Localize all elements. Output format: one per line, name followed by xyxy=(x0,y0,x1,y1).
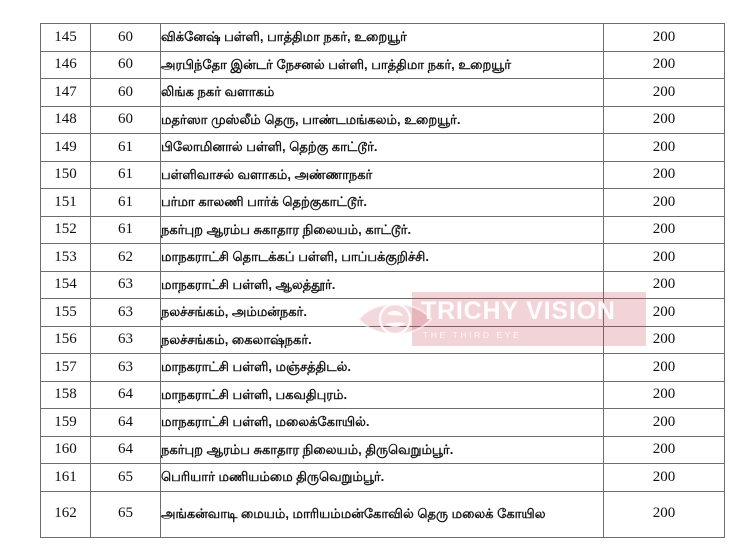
cell-amount: 200 xyxy=(603,215,725,244)
cell-amount: 200 xyxy=(603,463,725,492)
table-row: 151 61 பர்மா காலணி பார்க் தெற்குகாட்டூர். 2… xyxy=(40,188,725,217)
cell-amount: 200 xyxy=(603,490,725,538)
cell-location-name: நகர்புற ஆரம்ப சுகாதார நிலையம், திருவெறும… xyxy=(160,435,604,464)
cell-location-name: மாநகராட்சி தொடக்கப் பள்ளி, பாப்பக்குறிச்… xyxy=(160,243,604,272)
cell-amount: 200 xyxy=(603,50,725,79)
table-row: 147 60 லிங்க நகர் வளாகம் 200 xyxy=(40,78,725,107)
cell-ward-number: 60 xyxy=(90,78,161,107)
cell-location-name: மதர்ஸா முஸ்லீம் தெரு, பாண்டமங்கலம், உறைய… xyxy=(160,105,604,134)
cell-location-name: பெரியார் மணியம்மை திருவெறும்பூர். xyxy=(160,463,604,492)
table-row: 157 63 மாநகராட்சி பள்ளி, மஞ்சத்திடல். 200 xyxy=(40,353,725,382)
table-row: 149 61 பிலோமினால் பள்ளி, தெற்கு காட்டூர். 2… xyxy=(40,133,725,162)
cell-ward-number: 60 xyxy=(90,105,161,134)
cell-amount: 200 xyxy=(603,270,725,299)
cell-amount: 200 xyxy=(603,160,725,189)
ledger-table-body: 145 60 விக்னேஷ் பள்ளி, பாத்திமா நகர், உறைய… xyxy=(40,23,725,538)
table-row: 160 64 நகர்புற ஆரம்ப சுகாதார நிலையம், திரு… xyxy=(40,435,725,464)
cell-serial-number: 160 xyxy=(40,435,91,464)
cell-serial-number: 145 xyxy=(40,23,91,52)
cell-ward-number: 61 xyxy=(90,188,161,217)
cell-location-name: நலச்சங்கம், கைலாஷ்நகர். xyxy=(160,325,604,354)
cell-ward-number: 63 xyxy=(90,270,161,299)
cell-ward-number: 64 xyxy=(90,380,161,409)
cell-ward-number: 64 xyxy=(90,408,161,437)
cell-ward-number: 64 xyxy=(90,435,161,464)
cell-location-name: பள்ளிவாசல் வளாகம், அண்ணாநகர் xyxy=(160,160,604,189)
cell-ward-number: 63 xyxy=(90,353,161,382)
cell-serial-number: 161 xyxy=(40,463,91,492)
cell-amount: 200 xyxy=(603,188,725,217)
cell-location-name: பர்மா காலணி பார்க் தெற்குகாட்டூர். xyxy=(160,188,604,217)
cell-serial-number: 148 xyxy=(40,105,91,134)
cell-serial-number: 158 xyxy=(40,380,91,409)
table-row: 162 65 அங்கன்வாடி மையம், மாரியம்மன்கோவில் … xyxy=(40,490,725,538)
cell-serial-number: 152 xyxy=(40,215,91,244)
table-row: 152 61 நகர்புற ஆரம்ப சுகாதார நிலையம், காட்… xyxy=(40,215,725,244)
cell-ward-number: 60 xyxy=(90,23,161,52)
cell-amount: 200 xyxy=(603,435,725,464)
cell-serial-number: 154 xyxy=(40,270,91,299)
cell-serial-number: 156 xyxy=(40,325,91,354)
cell-amount: 200 xyxy=(603,78,725,107)
table-row: 148 60 மதர்ஸா முஸ்லீம் தெரு, பாண்டமங்கலம்,… xyxy=(40,105,725,134)
cell-amount: 200 xyxy=(603,408,725,437)
cell-amount: 200 xyxy=(603,133,725,162)
cell-ward-number: 60 xyxy=(90,50,161,79)
cell-location-name: மாநகராட்சி பள்ளி, ஆலத்தூர். xyxy=(160,270,604,299)
cell-location-name: அங்கன்வாடி மையம், மாரியம்மன்கோவில் தெரு … xyxy=(160,490,604,538)
cell-location-name: நகர்புற ஆரம்ப சுகாதார நிலையம், காட்டூர். xyxy=(160,215,604,244)
cell-serial-number: 157 xyxy=(40,353,91,382)
cell-serial-number: 155 xyxy=(40,298,91,327)
cell-serial-number: 147 xyxy=(40,78,91,107)
cell-amount: 200 xyxy=(603,325,725,354)
cell-ward-number: 61 xyxy=(90,133,161,162)
ledger-table: 145 60 விக்னேஷ் பள்ளி, பாத்திமா நகர், உறைய… xyxy=(40,23,725,538)
cell-serial-number: 153 xyxy=(40,243,91,272)
cell-amount: 200 xyxy=(603,23,725,52)
cell-amount: 200 xyxy=(603,353,725,382)
cell-location-name: மாநகராட்சி பள்ளி, மஞ்சத்திடல். xyxy=(160,353,604,382)
cell-ward-number: 61 xyxy=(90,215,161,244)
cell-serial-number: 151 xyxy=(40,188,91,217)
table-row: 159 64 மாநகராட்சி பள்ளி, மலைக்கோயில். 200 xyxy=(40,408,725,437)
cell-serial-number: 146 xyxy=(40,50,91,79)
cell-amount: 200 xyxy=(603,380,725,409)
table-row: 155 63 நலச்சங்கம், அம்மன்நகர். 200 xyxy=(40,298,725,327)
table-row: 146 60 அரபிந்தோ இன்டர் நேசனல் பள்ளி, பாத்த… xyxy=(40,50,725,79)
table-row: 158 64 மாநகராட்சி பள்ளி, பகவதிபுரம். 200 xyxy=(40,380,725,409)
cell-serial-number: 150 xyxy=(40,160,91,189)
cell-location-name: அரபிந்தோ இன்டர் நேசனல் பள்ளி, பாத்திமா ந… xyxy=(160,50,604,79)
table-row: 153 62 மாநகராட்சி தொடக்கப் பள்ளி, பாப்பக்க… xyxy=(40,243,725,272)
cell-serial-number: 149 xyxy=(40,133,91,162)
cell-amount: 200 xyxy=(603,243,725,272)
cell-location-name: நலச்சங்கம், அம்மன்நகர். xyxy=(160,298,604,327)
cell-location-name: பிலோமினால் பள்ளி, தெற்கு காட்டூர். xyxy=(160,133,604,162)
cell-ward-number: 65 xyxy=(90,490,161,538)
cell-location-name: விக்னேஷ் பள்ளி, பாத்திமா நகர், உறையூர் xyxy=(160,23,604,52)
cell-ward-number: 63 xyxy=(90,325,161,354)
table-row: 150 61 பள்ளிவாசல் வளாகம், அண்ணாநகர் 200 xyxy=(40,160,725,189)
cell-ward-number: 62 xyxy=(90,243,161,272)
cell-serial-number: 162 xyxy=(40,490,91,538)
cell-ward-number: 65 xyxy=(90,463,161,492)
cell-location-name: மாநகராட்சி பள்ளி, பகவதிபுரம். xyxy=(160,380,604,409)
cell-ward-number: 61 xyxy=(90,160,161,189)
cell-amount: 200 xyxy=(603,298,725,327)
cell-amount: 200 xyxy=(603,105,725,134)
table-row: 161 65 பெரியார் மணியம்மை திருவெறும்பூர். 20… xyxy=(40,463,725,492)
cell-serial-number: 159 xyxy=(40,408,91,437)
cell-location-name: லிங்க நகர் வளாகம் xyxy=(160,78,604,107)
table-row: 145 60 விக்னேஷ் பள்ளி, பாத்திமா நகர், உறைய… xyxy=(40,23,725,52)
cell-location-name: மாநகராட்சி பள்ளி, மலைக்கோயில். xyxy=(160,408,604,437)
ledger-table-container: 145 60 விக்னேஷ் பள்ளி, பாத்திமா நகர், உறைய… xyxy=(40,23,725,538)
cell-ward-number: 63 xyxy=(90,298,161,327)
table-row: 154 63 மாநகராட்சி பள்ளி, ஆலத்தூர். 200 xyxy=(40,270,725,299)
table-row: 156 63 நலச்சங்கம், கைலாஷ்நகர். 200 xyxy=(40,325,725,354)
